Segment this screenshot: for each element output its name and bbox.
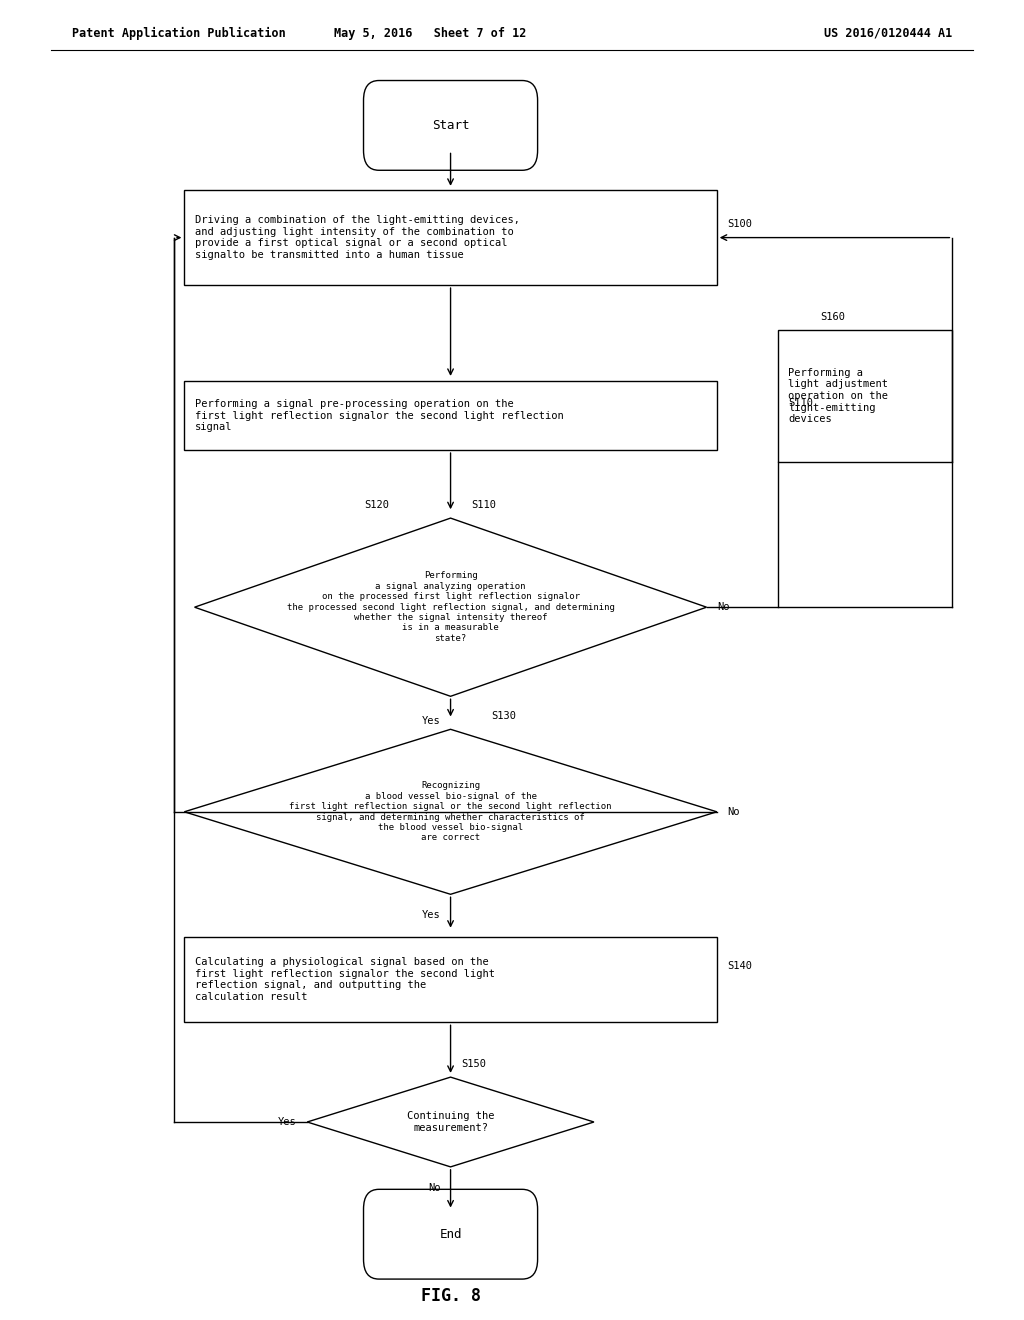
FancyBboxPatch shape [184,381,717,450]
Text: No: No [428,1183,440,1193]
FancyBboxPatch shape [364,81,538,170]
Text: US 2016/0120444 A1: US 2016/0120444 A1 [824,26,952,40]
Text: Yes: Yes [422,715,440,726]
Text: May 5, 2016   Sheet 7 of 12: May 5, 2016 Sheet 7 of 12 [334,26,526,40]
Text: Performing a
light adjustment
operation on the
light-emitting
devices: Performing a light adjustment operation … [788,368,889,424]
Text: S100: S100 [727,219,752,230]
Text: S130: S130 [492,711,516,721]
Text: Patent Application Publication: Patent Application Publication [72,26,286,40]
Text: Calculating a physiological signal based on the
first light reflection signalor : Calculating a physiological signal based… [195,957,495,1002]
Text: S110: S110 [788,397,813,408]
Text: FIG. 8: FIG. 8 [421,1287,480,1305]
Text: S160: S160 [820,312,845,322]
Text: Performing
a signal analyzing operation
on the processed first light reflection : Performing a signal analyzing operation … [287,572,614,643]
Text: Continuing the
measurement?: Continuing the measurement? [407,1111,495,1133]
Text: S120: S120 [365,500,389,510]
Polygon shape [184,729,717,895]
FancyBboxPatch shape [184,937,717,1022]
Text: Yes: Yes [422,911,440,920]
Polygon shape [195,517,707,697]
Text: Yes: Yes [279,1117,297,1127]
Text: S140: S140 [727,961,752,972]
FancyBboxPatch shape [778,330,952,462]
Text: Driving a combination of the light-emitting devices,
and adjusting light intensi: Driving a combination of the light-emitt… [195,215,519,260]
Text: No: No [727,807,739,817]
Text: S110: S110 [471,500,496,510]
Text: Performing a signal pre-processing operation on the
first light reflection signa: Performing a signal pre-processing opera… [195,399,563,433]
Text: End: End [439,1228,462,1241]
Text: No: No [717,602,729,612]
Polygon shape [307,1077,594,1167]
Text: S150: S150 [461,1059,485,1069]
FancyBboxPatch shape [184,190,717,285]
Text: Start: Start [432,119,469,132]
FancyBboxPatch shape [364,1189,538,1279]
Text: Recognizing
a blood vessel bio-signal of the
first light reflection signal or th: Recognizing a blood vessel bio-signal of… [290,781,611,842]
